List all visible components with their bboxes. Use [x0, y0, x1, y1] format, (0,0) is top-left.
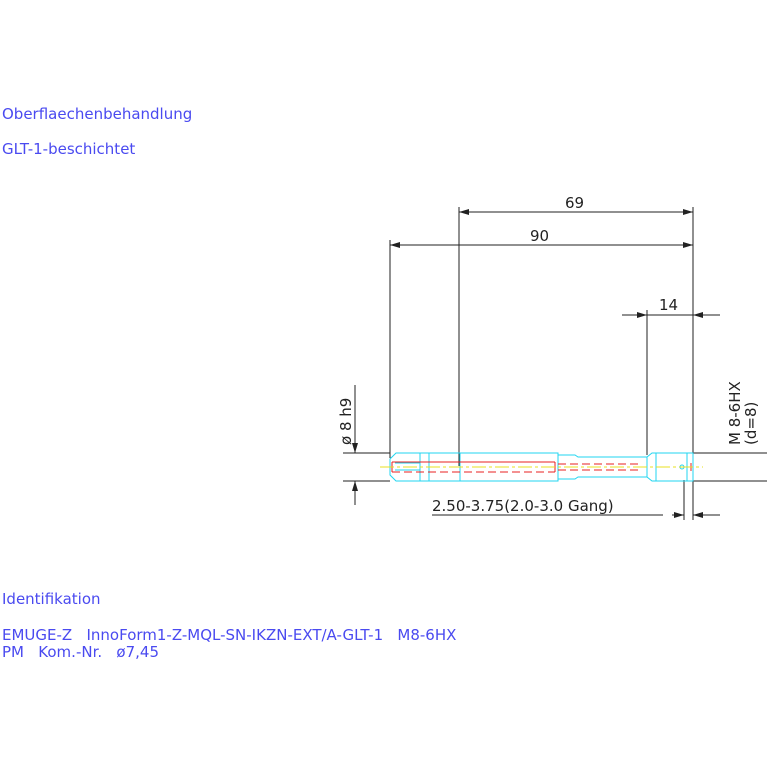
coolant-channel: [391, 461, 692, 473]
chamfer-label: 2.50-3.75(2.0-3.0 Gang): [432, 497, 614, 515]
surface-heading: Oberflaechenbehandlung: [2, 105, 192, 123]
ident-heading: Identifikation: [2, 590, 101, 608]
extension-lines: [343, 207, 767, 520]
thread-label: M 8-6HX: [726, 381, 744, 445]
dim-69-label: 69: [565, 194, 584, 212]
shank-diameter-label: ø 8 h9: [337, 398, 355, 445]
thread-d-label: (d=8): [742, 402, 760, 445]
dim-14-label: 14: [659, 296, 678, 314]
ident-line-2: PM Kom.-Nr. ø7,45: [2, 643, 159, 661]
dim-90-label: 90: [530, 227, 549, 245]
surface-value: GLT-1-beschichtet: [2, 140, 135, 158]
ident-line-1: EMUGE-Z InnoForm1-Z-MQL-SN-IKZN-EXT/A-GL…: [2, 626, 456, 644]
